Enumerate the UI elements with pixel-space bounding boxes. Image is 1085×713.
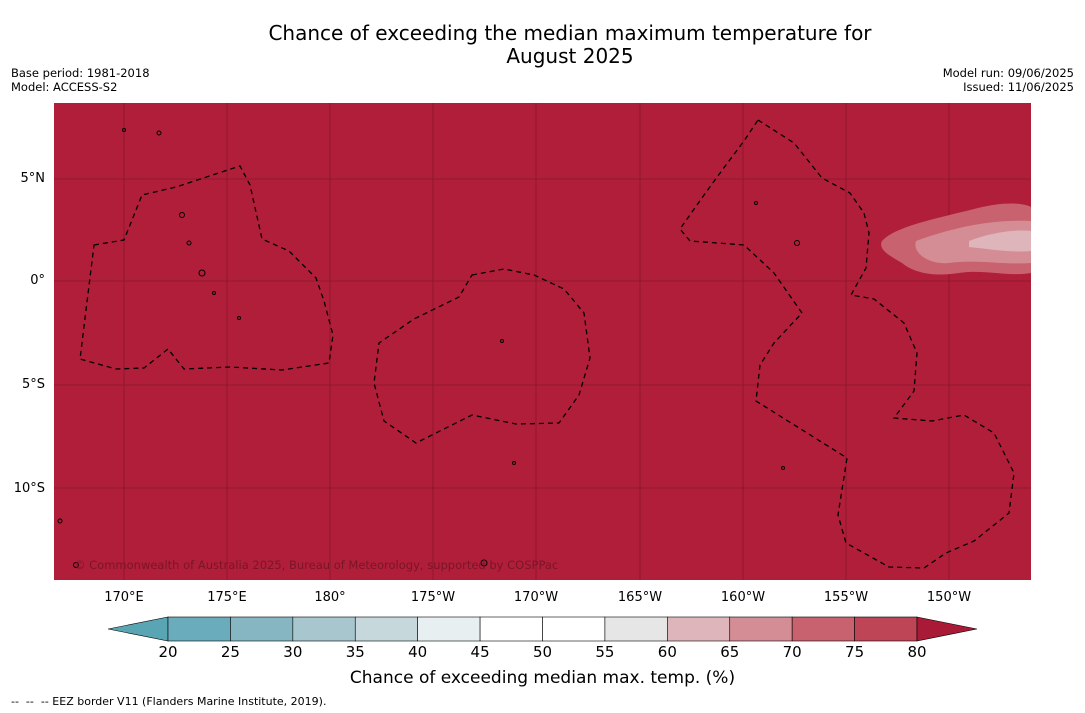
base-period: Base period: 1981-2018	[11, 66, 150, 80]
colorbar-box	[479, 616, 543, 642]
colorbar-box	[729, 616, 793, 642]
model-name: Model: ACCESS-S2	[11, 80, 118, 94]
eez-borders	[79, 119, 1015, 569]
colorbar-under-arrow	[108, 616, 169, 642]
colorbar-box	[354, 616, 418, 642]
colorbar-box	[854, 616, 918, 642]
colorbar-tick-label: 25	[220, 643, 240, 661]
copyright-notice: © Commonwealth of Australia 2025, Bureau…	[74, 558, 559, 572]
title-line-2: August 2025	[506, 44, 634, 68]
colorbar-box	[667, 616, 731, 642]
eez-footnote: -- -- -- EEZ border V11 (Flanders Marine…	[11, 695, 327, 708]
island	[500, 339, 504, 343]
island	[156, 130, 162, 136]
meta-left: Base period: 1981-2018 Model: ACCESS-S2	[11, 66, 150, 94]
lat-label-10s: 10°S	[13, 481, 45, 496]
colorbar-boxes	[167, 616, 918, 642]
colorbar-over-arrow	[916, 616, 978, 642]
map-layers	[54, 103, 1031, 580]
island	[512, 461, 516, 465]
colorbar-tick-label: 20	[158, 643, 178, 661]
title-line-1: Chance of exceeding the median maximum t…	[268, 21, 872, 45]
lon-label-150w: 150°W	[926, 590, 972, 605]
lon-label-160w: 160°W	[720, 590, 766, 605]
colorbar-label: Chance of exceeding median max. temp. (%…	[349, 668, 736, 688]
lon-label-165w: 165°W	[617, 590, 663, 605]
colorbar-box	[292, 616, 356, 642]
island	[179, 212, 185, 218]
lon-label-170w: 170°W	[513, 590, 559, 605]
lat-label-5s: 5°S	[21, 377, 45, 392]
gridlines	[54, 103, 1031, 580]
colorbar-tick-label: 50	[532, 643, 553, 661]
lon-label-175e: 175°E	[207, 590, 247, 605]
islands	[57, 128, 800, 568]
colorbar-box	[791, 616, 855, 642]
island	[57, 518, 63, 524]
island	[794, 240, 800, 246]
island	[480, 559, 488, 567]
colorbar-box	[230, 616, 294, 642]
island	[198, 269, 206, 277]
colorbar-tick-label: 70	[782, 643, 802, 661]
colorbar-tick-label: 35	[345, 643, 365, 661]
eez-kiribati-gilbert	[79, 165, 334, 371]
lon-label-180: 180°	[314, 590, 346, 605]
colorbar-tick-label: 65	[720, 643, 740, 661]
colorbar-box	[542, 616, 606, 642]
colorbar-tick-label: 30	[283, 643, 303, 661]
colorbar-box	[167, 616, 231, 642]
eez-line-islands-north	[679, 119, 1015, 569]
colorbar-tick-label: 45	[470, 643, 490, 661]
lat-label-5n: 5°N	[20, 171, 46, 186]
lat-label-0: 0°	[30, 273, 45, 288]
meta-right: Model run: 09/06/2025 Issued: 11/06/2025	[943, 66, 1074, 94]
colorbar-tick-label: 40	[408, 643, 428, 661]
model-run: Model run: 09/06/2025	[942, 66, 1074, 80]
eez-phoenix-islands	[373, 268, 591, 444]
colorbar-box	[604, 616, 668, 642]
lon-label-155w: 155°W	[823, 590, 869, 605]
colorbar-box	[417, 616, 481, 642]
issued-date: Issued: 11/06/2025	[963, 80, 1074, 94]
forecast-map: © Commonwealth of Australia 2025, Bureau…	[54, 103, 1031, 580]
island	[186, 240, 192, 246]
island	[73, 562, 79, 568]
lon-label-170e: 170°E	[104, 590, 144, 605]
colorbar-tick-label: 55	[595, 643, 615, 661]
island	[122, 128, 126, 132]
colorbar	[108, 616, 978, 642]
island	[237, 316, 241, 320]
lon-label-175w: 175°W	[410, 590, 456, 605]
chart-title: Chance of exceeding the median maximum t…	[220, 22, 920, 68]
island	[781, 466, 785, 470]
probability-patch	[881, 203, 1031, 275]
island	[754, 201, 758, 205]
colorbar-tick-label: 60	[657, 643, 677, 661]
colorbar-tick-label: 80	[907, 643, 927, 661]
colorbar-tick-label: 75	[845, 643, 865, 661]
island	[212, 291, 216, 295]
